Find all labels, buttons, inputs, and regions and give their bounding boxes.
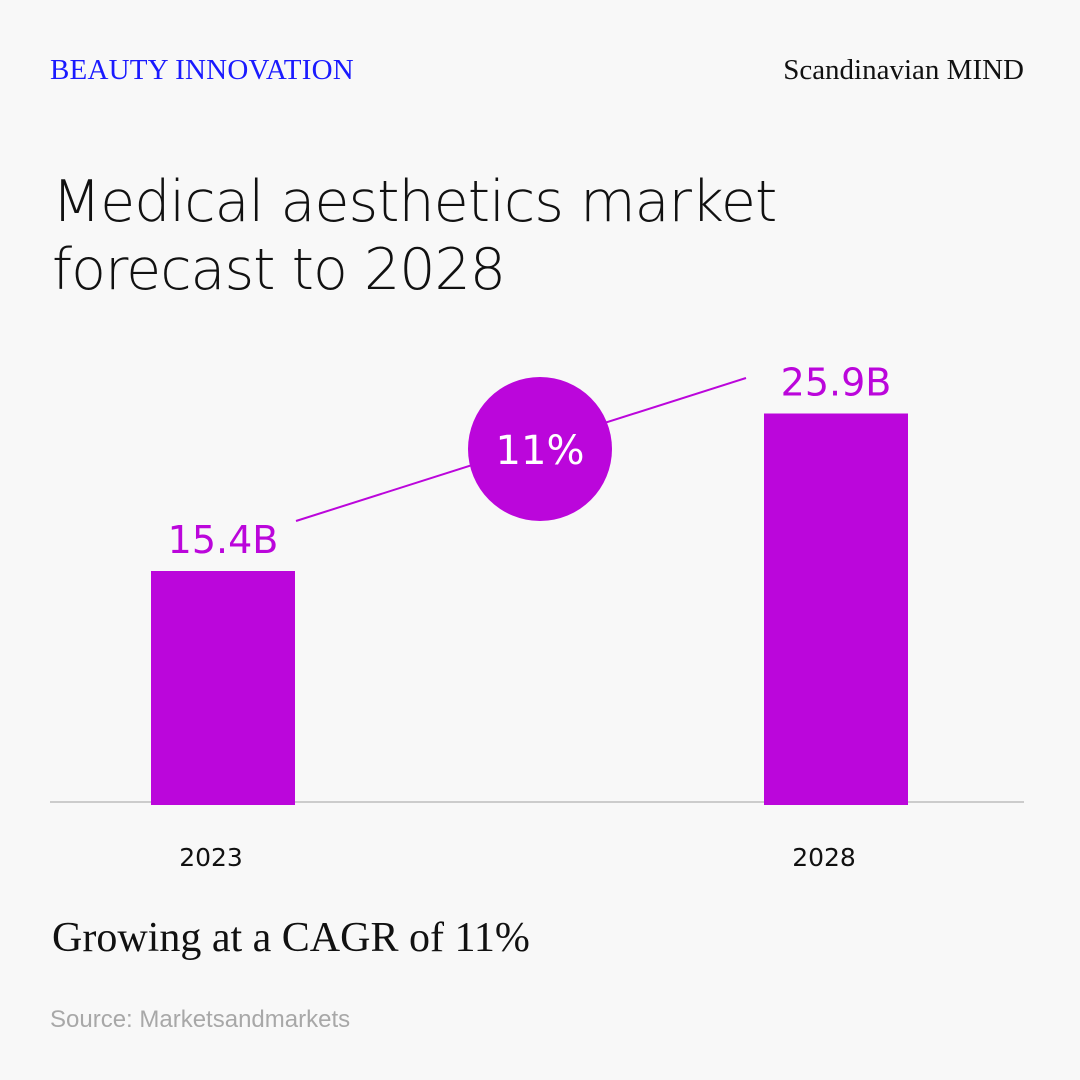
publisher-logo: Scandinavian MIND <box>783 54 1024 86</box>
chart-title: Medical aesthetics market forecast to 20… <box>52 169 777 303</box>
bar-2023 <box>151 571 295 805</box>
subtitle: Growing at a CAGR of 11% <box>52 915 530 961</box>
cagr-label: 11% <box>496 428 585 474</box>
bar-2028 <box>764 413 908 805</box>
data-label: 15.4B <box>168 518 279 562</box>
source-note: Source: Marketsandmarkets <box>50 1006 351 1033</box>
cagr-badge <box>468 377 612 521</box>
x-tick-label: 2028 <box>792 843 856 872</box>
data-label: 25.9B <box>781 361 892 405</box>
x-tick-label: 2023 <box>179 843 243 872</box>
brand-label: BEAUTY INNOVATION <box>50 54 354 86</box>
